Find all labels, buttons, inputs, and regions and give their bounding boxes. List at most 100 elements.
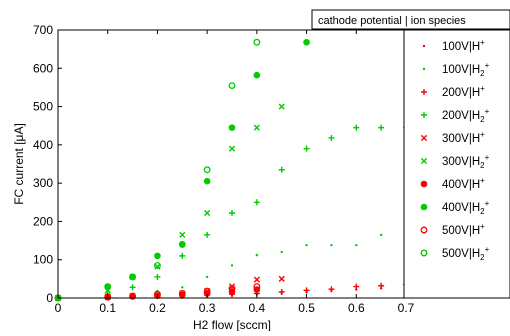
y-tick-label: 400 xyxy=(33,138,53,152)
legend-label: 100V|H2+ xyxy=(442,61,490,78)
data-point xyxy=(129,292,137,300)
legend-marker xyxy=(420,180,428,188)
data-point xyxy=(179,231,186,238)
legend-marker xyxy=(420,203,428,211)
x-axis: 0 0.1 0.2 0.3 0.4 0.5 0.6 0.7 xyxy=(55,30,415,315)
data-point xyxy=(181,286,184,289)
x-tick-label: 0.6 xyxy=(348,301,365,315)
data-point xyxy=(228,124,236,131)
data-point xyxy=(378,124,385,131)
data-point xyxy=(253,71,261,79)
series-9 xyxy=(54,38,261,302)
legend-item: 200V|H+ xyxy=(421,84,485,99)
legend-label: 200V|H2+ xyxy=(442,107,490,124)
legend-label: 300V|H2+ xyxy=(442,153,490,170)
data-point xyxy=(253,199,260,206)
legend-title-box xyxy=(311,9,510,30)
data-point xyxy=(253,124,260,131)
data-point xyxy=(253,276,260,283)
data-point xyxy=(154,273,161,280)
legend-marker xyxy=(422,67,426,71)
data-point xyxy=(379,233,383,237)
legend-marker xyxy=(421,112,427,118)
legend-label: 400V|H+ xyxy=(442,176,485,191)
data-point xyxy=(353,283,360,290)
data-point xyxy=(305,243,308,247)
y-tick-label: 300 xyxy=(33,176,53,190)
y-axis: 0 100 200 300 400 500 600 700 xyxy=(33,23,62,305)
legend-item: 200V|H2+ xyxy=(421,107,490,124)
legend-label: 400V|H2+ xyxy=(442,199,490,216)
data-point xyxy=(228,145,236,152)
y-tick-label: 0 xyxy=(46,291,53,305)
x-tick-label: 0.2 xyxy=(149,301,166,315)
data-point xyxy=(228,283,236,290)
data-point xyxy=(328,286,335,293)
x-tick-label: 0.5 xyxy=(298,301,315,315)
data-point xyxy=(179,252,186,259)
data-point xyxy=(229,210,235,217)
legend-marker xyxy=(422,44,426,48)
legend-item: 100V|H+ xyxy=(422,38,485,53)
y-tick-label: 100 xyxy=(33,253,53,267)
data-point xyxy=(230,264,234,267)
legend-label: 200V|H+ xyxy=(442,84,485,99)
plot-background xyxy=(58,30,406,298)
data-point xyxy=(353,124,360,131)
y-tick-label: 600 xyxy=(33,61,53,75)
data-point xyxy=(154,252,161,260)
data-point xyxy=(278,275,285,282)
y-tick-label: 200 xyxy=(33,214,53,228)
data-point xyxy=(205,275,209,279)
data-point xyxy=(253,38,261,46)
x-tick-label: 0 xyxy=(55,301,62,315)
data-point xyxy=(278,166,285,173)
x-tick-label: 0.1 xyxy=(99,301,116,315)
data-point xyxy=(129,273,137,281)
legend-marker xyxy=(421,89,427,95)
data-point xyxy=(153,262,161,269)
legend-marker xyxy=(420,249,428,257)
x-axis-label: H2 flow [sccm] xyxy=(193,318,271,331)
x-tick-label: 0.7 xyxy=(398,301,415,315)
legend-item: 400V|H2+ xyxy=(420,199,490,216)
data-point xyxy=(278,103,285,110)
x-tick-label: 0.3 xyxy=(199,301,216,315)
data-point xyxy=(204,209,211,217)
y-tick-label: 700 xyxy=(33,23,53,37)
data-point xyxy=(255,253,259,257)
legend-label: 500V|H+ xyxy=(442,222,485,237)
legend-item: 300V|H+ xyxy=(420,130,485,145)
data-point xyxy=(303,145,310,152)
data-point xyxy=(228,284,236,292)
data-point xyxy=(330,243,333,247)
legend: 100V|H+ 100V|H2+ 200V|H+ 200V|H2+ 300V|H+ 300… xyxy=(420,38,490,262)
legend-marker xyxy=(420,134,428,142)
legend-item: 100V|H2+ xyxy=(422,61,490,78)
data-point xyxy=(278,288,285,295)
y-tick-label: 500 xyxy=(33,100,53,114)
legend-item: 500V|H+ xyxy=(420,222,485,237)
legend-marker xyxy=(420,226,428,234)
legend-item: 300V|H2+ xyxy=(420,153,490,170)
data-point xyxy=(129,284,136,291)
data-point xyxy=(303,38,310,46)
data-point xyxy=(178,289,186,297)
data-point xyxy=(203,177,211,185)
data-point xyxy=(303,287,310,294)
data-point xyxy=(203,287,211,295)
legend-marker xyxy=(420,157,428,165)
data-point xyxy=(253,283,261,290)
legend-item: 400V|H+ xyxy=(420,176,485,191)
data-point xyxy=(228,82,236,89)
x-tick-label: 0.4 xyxy=(249,301,266,315)
data-point xyxy=(280,250,283,254)
data-point xyxy=(204,231,211,238)
data-point xyxy=(178,240,186,248)
data-point xyxy=(355,243,358,247)
data-point xyxy=(203,166,211,174)
data-point xyxy=(328,134,335,141)
legend-label: 300V|H+ xyxy=(442,130,485,145)
